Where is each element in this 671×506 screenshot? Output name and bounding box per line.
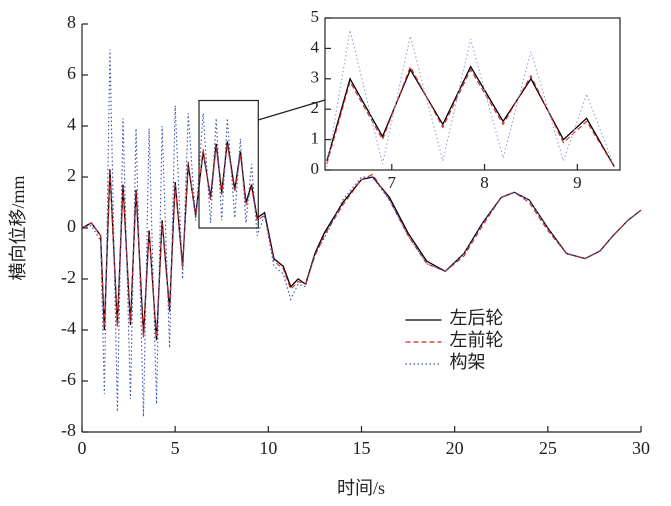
y-tick-label: 4 [67, 114, 76, 134]
legend-label: 左前轮 [450, 330, 504, 350]
y-tick-label: 2 [311, 98, 320, 117]
legend-label: 构架 [450, 352, 486, 372]
inset-background [325, 18, 620, 170]
x-tick-label: 9 [573, 173, 582, 192]
y-tick-label: -4 [61, 318, 76, 338]
x-tick-label: 25 [539, 438, 557, 458]
x-axis-title: 时间/s [337, 478, 385, 498]
x-tick-label: 0 [78, 438, 87, 458]
series-line [81, 49, 642, 417]
inset-frame [324, 17, 621, 171]
y-tick-label: 6 [67, 63, 76, 83]
x-tick-label: 20 [446, 438, 464, 458]
zoom-connector [257, 99, 326, 121]
y-tick-label: -2 [61, 267, 76, 287]
series-line [326, 65, 615, 168]
x-tick-label: 15 [353, 438, 371, 458]
y-tick-label: 0 [67, 216, 76, 236]
x-tick-label: 30 [632, 438, 650, 458]
x-tick-label: 5 [171, 438, 180, 458]
series-line [326, 30, 615, 168]
y-tick-label: -6 [61, 369, 76, 389]
y-tick-label: -8 [61, 420, 76, 440]
y-tick-label: 0 [311, 159, 320, 178]
x-tick-label: 8 [480, 173, 489, 192]
zoom-box [198, 99, 259, 229]
y-tick-label: 3 [311, 68, 320, 87]
y-axis-title: 横向位移/mm [8, 175, 28, 280]
legend-label: 左后轮 [450, 308, 504, 328]
x-tick-label: 7 [388, 173, 397, 192]
y-tick-label: 8 [67, 12, 76, 32]
y-tick-label: 5 [311, 7, 320, 26]
x-tick-label: 10 [259, 438, 277, 458]
y-tick-label: 4 [311, 37, 320, 56]
y-tick-label: 2 [67, 165, 76, 185]
y-tick-label: 1 [311, 129, 320, 148]
